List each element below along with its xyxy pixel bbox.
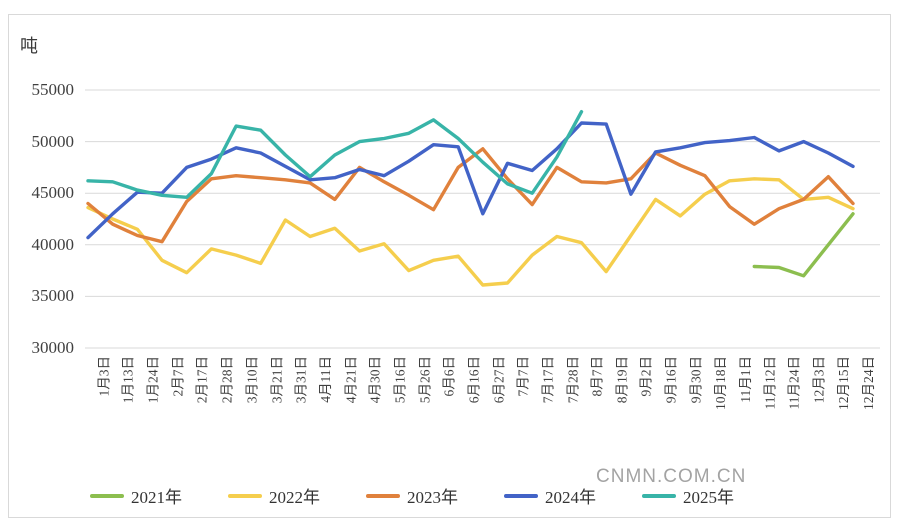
y-axis-unit-label: 吨 bbox=[20, 36, 38, 56]
x-tick-label: 3月10日 bbox=[244, 356, 260, 404]
y-tick-label: 50000 bbox=[31, 131, 75, 151]
x-tick-label: 2月28日 bbox=[219, 356, 235, 404]
legend-line-swatch bbox=[366, 493, 400, 498]
x-tick-label: 9月2日 bbox=[638, 356, 654, 397]
x-tick-label: 11月12日 bbox=[762, 356, 778, 410]
x-tick-label: 7月28日 bbox=[564, 356, 580, 404]
series-line-2022年 bbox=[86, 177, 855, 287]
legend: 2021年 2022年 2023年 2024年 2025年 bbox=[90, 483, 780, 508]
x-tick-label: 10月18日 bbox=[712, 356, 728, 410]
x-tick-label: 4月11日 bbox=[318, 356, 334, 403]
y-tick-label: 45000 bbox=[31, 183, 75, 203]
x-tick-label: 1月3日 bbox=[96, 356, 111, 397]
legend-line-swatch bbox=[642, 493, 676, 498]
x-tick-label: 3月31日 bbox=[293, 356, 309, 404]
x-tick-label: 9月16日 bbox=[663, 356, 679, 404]
x-tick-label: 1月24日 bbox=[145, 356, 161, 404]
series-line-2024年 bbox=[86, 121, 855, 240]
x-tick-label: 6月27日 bbox=[490, 356, 506, 404]
x-tick-label: 5月26日 bbox=[416, 356, 432, 404]
legend-item-2021年: 2021年 bbox=[90, 483, 228, 508]
x-tick-label: 9月30日 bbox=[688, 356, 704, 404]
y-tick-label: 30000 bbox=[31, 338, 75, 357]
x-tick-label: 2月17日 bbox=[194, 356, 210, 404]
x-tick-label: 3月21日 bbox=[268, 356, 284, 404]
x-tick-label: 4月30日 bbox=[367, 356, 383, 404]
x-tick-label: 12月3日 bbox=[811, 356, 827, 404]
x-tick-label: 2月7日 bbox=[170, 356, 186, 397]
x-tick-label: 4月21日 bbox=[342, 356, 358, 404]
legend-item-2024年: 2024年 bbox=[504, 483, 642, 508]
x-tick-label: 6月6日 bbox=[441, 356, 457, 397]
series-line-2023年 bbox=[86, 147, 855, 244]
x-tick-label: 11月24日 bbox=[786, 356, 802, 410]
x-tick-label: 5月16日 bbox=[392, 356, 408, 404]
legend-label: 2025年 bbox=[683, 488, 734, 507]
series-line-2025年 bbox=[86, 109, 584, 200]
legend-label: 2022年 bbox=[269, 488, 320, 507]
x-tick-label: 7月17日 bbox=[540, 356, 556, 404]
x-tick-label: 8月19日 bbox=[614, 356, 630, 404]
y-tick-label: 55000 bbox=[31, 80, 75, 99]
x-tick-label: 7月7日 bbox=[515, 356, 531, 397]
x-tick-label: 6月16日 bbox=[466, 356, 482, 404]
legend-line-swatch bbox=[90, 493, 124, 498]
x-tick-label: 11月1日 bbox=[737, 356, 753, 403]
legend-item-2022年: 2022年 bbox=[228, 483, 366, 508]
x-tick-label: 12月15日 bbox=[836, 356, 852, 410]
legend-line-swatch bbox=[228, 493, 262, 498]
legend-label: 2024年 bbox=[545, 488, 596, 507]
legend-item-2023年: 2023年 bbox=[366, 483, 504, 508]
series-line-2021年 bbox=[752, 212, 855, 278]
legend-line-swatch bbox=[504, 493, 538, 498]
y-tick-label: 35000 bbox=[31, 286, 75, 306]
y-tick-label: 40000 bbox=[31, 234, 75, 254]
legend-label: 2021年 bbox=[131, 488, 182, 507]
x-tick-label: 1月13日 bbox=[120, 356, 136, 404]
watermark: CNMN.COM.CN bbox=[596, 466, 747, 487]
x-tick-label: 12月24日 bbox=[861, 356, 876, 410]
legend-item-2025年: 2025年 bbox=[642, 483, 780, 508]
legend-label: 2023年 bbox=[407, 488, 458, 507]
x-tick-label: 8月7日 bbox=[589, 356, 605, 397]
